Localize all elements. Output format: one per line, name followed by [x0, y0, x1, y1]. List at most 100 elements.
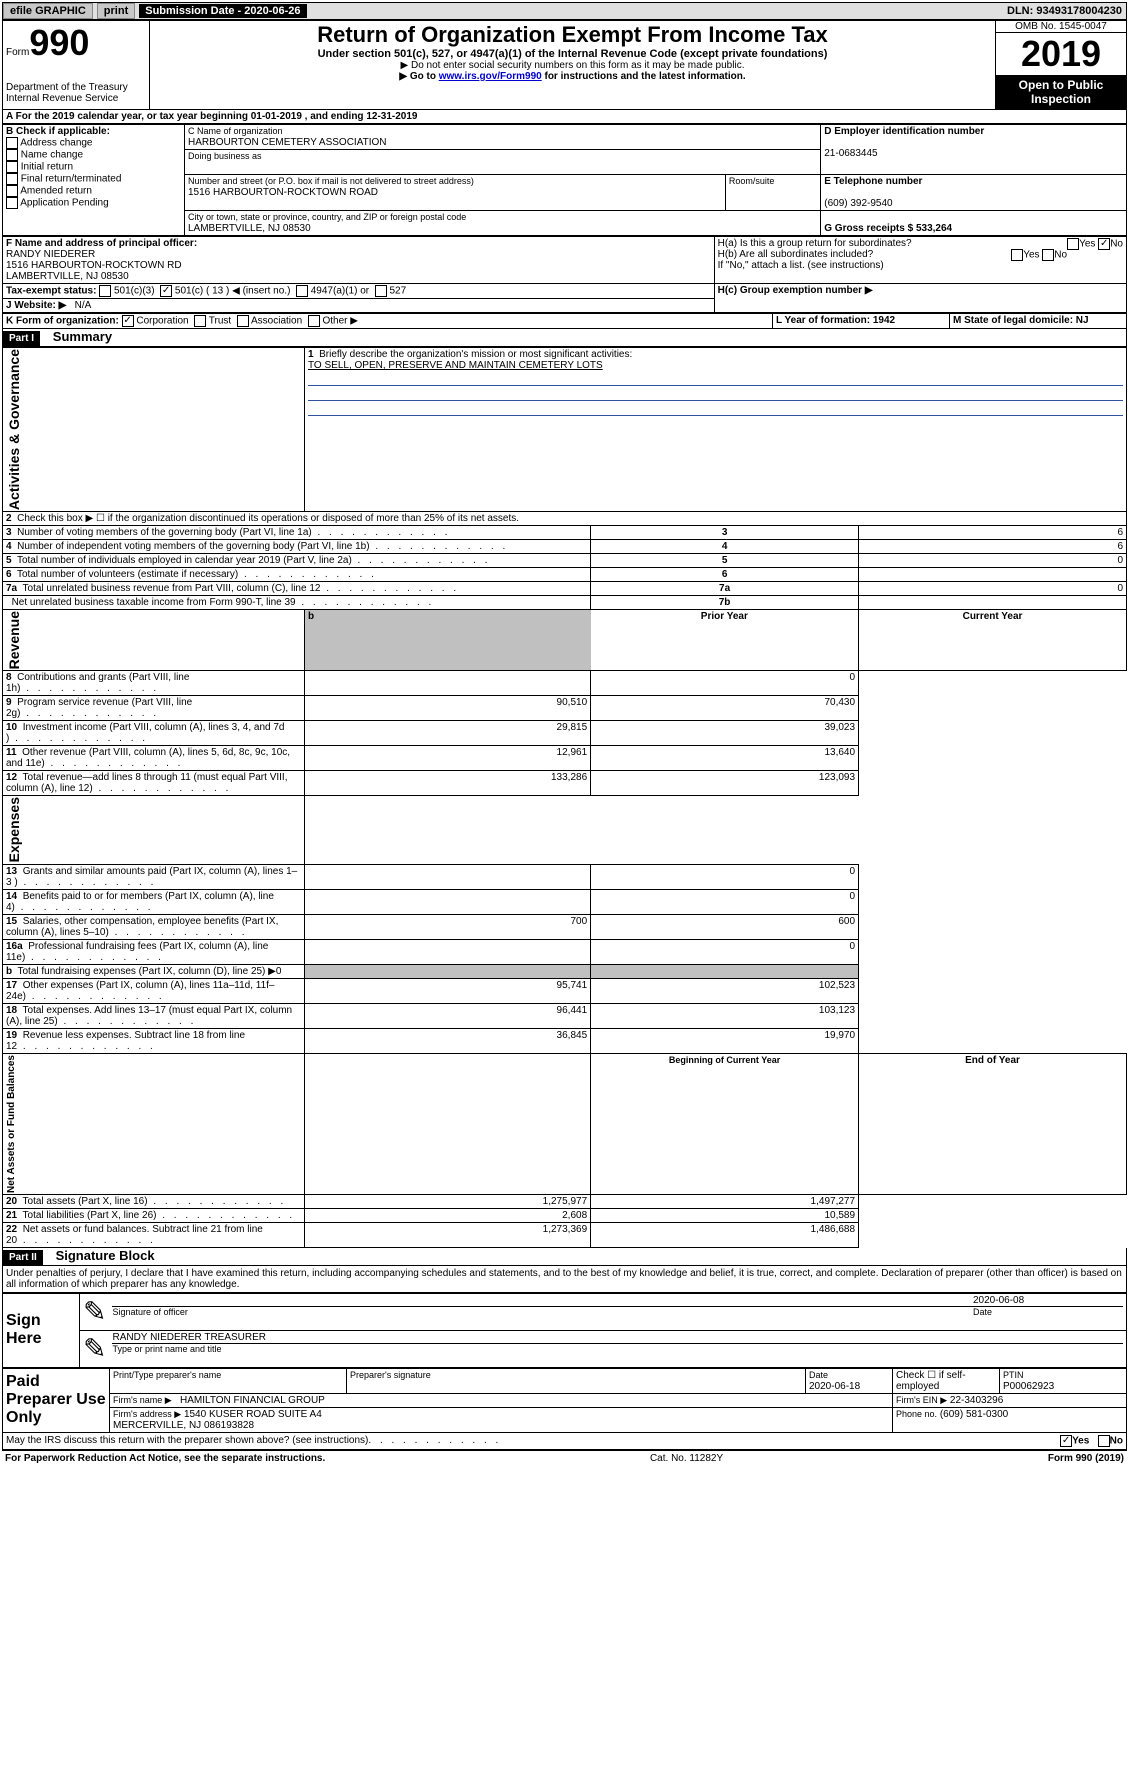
i-501c-check[interactable]: ✓ [160, 285, 172, 297]
instr-link: ▶ Go to www.irs.gov/Form990 for instruct… [153, 71, 992, 82]
data-row: 10 Investment income (Part VIII, column … [3, 721, 1127, 746]
head-end: End of Year [859, 1053, 1127, 1194]
c-label: C Name of organization [188, 126, 283, 136]
data-row: 8 Contributions and grants (Part VIII, l… [3, 671, 1127, 696]
gov-row: 6 Total number of volunteers (estimate i… [3, 568, 1127, 582]
data-row: 21 Total liabilities (Part X, line 26)2,… [3, 1208, 1127, 1222]
k-corp-check[interactable]: ✓ [122, 315, 134, 327]
i-4947-check[interactable] [296, 285, 308, 297]
irs-link[interactable]: www.irs.gov/Form990 [439, 71, 542, 82]
data-row: 17 Other expenses (Part IX, column (A), … [3, 978, 1127, 1003]
tax-year: 2019 [996, 33, 1126, 75]
k-assoc-check[interactable] [237, 315, 249, 327]
data-row: 16a Professional fundraising fees (Part … [3, 939, 1127, 964]
k-other-check[interactable] [308, 315, 320, 327]
b-opt-check[interactable] [6, 173, 18, 185]
k-l-m: K Form of organization: ✓ Corporation Tr… [2, 313, 1127, 329]
footer: For Paperwork Reduction Act Notice, see … [2, 1450, 1127, 1466]
perjury: Under penalties of perjury, I declare th… [2, 1266, 1127, 1293]
b-opt-check[interactable] [6, 137, 18, 149]
b-opt: Address change [6, 137, 181, 149]
b-opt-check[interactable] [6, 197, 18, 209]
pra: For Paperwork Reduction Act Notice, see … [5, 1453, 325, 1464]
b-opt-check[interactable] [6, 161, 18, 173]
k-label: K Form of organization: [6, 316, 119, 327]
p-name-label: Print/Type preparer's name [113, 1370, 221, 1380]
firm-ein: 22-3403296 [950, 1395, 1003, 1406]
c-name: HARBOURTON CEMETERY ASSOCIATION [188, 137, 387, 148]
b-opt: Initial return [6, 161, 181, 173]
identity-block: B Check if applicable: Address change Na… [2, 124, 1127, 236]
i-501c3-check[interactable] [99, 285, 111, 297]
m-state: M State of legal domicile: NJ [950, 314, 1127, 329]
sidebar-expenses: Expenses [6, 797, 22, 862]
q1-val: TO SELL, OPEN, PRESERVE AND MAINTAIN CEM… [308, 360, 603, 371]
form-subtitle: Under section 501(c), 527, or 4947(a)(1)… [153, 48, 992, 60]
form-word: Form [6, 47, 29, 58]
gov-row: 5 Total number of individuals employed i… [3, 554, 1127, 568]
l-year: L Year of formation: 1942 [773, 314, 950, 329]
data-row: 20 Total assets (Part X, line 16)1,275,9… [3, 1194, 1127, 1208]
k-trust-check[interactable] [194, 315, 206, 327]
ha-label: H(a) Is this a group return for subordin… [718, 238, 912, 249]
gov-row: 3 Number of voting members of the govern… [3, 526, 1127, 540]
sign-here: Sign Here [3, 1293, 80, 1367]
b-opt: Final return/terminated [6, 173, 181, 185]
p-ptin: P00062923 [1003, 1381, 1054, 1392]
sig-date-label: Date [973, 1307, 1123, 1317]
hb-no-check[interactable] [1042, 249, 1054, 261]
print-button[interactable]: print [97, 3, 135, 19]
ha-no-check[interactable]: ✓ [1098, 238, 1110, 250]
efile-button[interactable]: efile GRAPHIC [3, 3, 93, 19]
part1-header: Part I Summary [2, 329, 1127, 347]
b-opt: Name change [6, 149, 181, 161]
gov-row: 7a Total unrelated business revenue from… [3, 582, 1127, 596]
cat-no: Cat. No. 11282Y [325, 1453, 1048, 1464]
sig-date: 2020-06-08 [973, 1295, 1123, 1306]
ha-yes-check[interactable] [1067, 238, 1079, 250]
firm-addr-label: Firm's address ▶ [113, 1409, 181, 1419]
hb-note: If "No," attach a list. (see instruction… [718, 260, 884, 271]
data-row: 11 Other revenue (Part VIII, column (A),… [3, 746, 1127, 771]
f-h-block: F Name and address of principal officer:… [2, 236, 1127, 313]
sidebar-revenue: Revenue [6, 611, 22, 669]
omb: OMB No. 1545-0047 [996, 21, 1126, 33]
sign-block: Sign Here ✎ 2020-06-08 Signature of offi… [2, 1293, 1127, 1368]
addr-label: Number and street (or P.O. box if mail i… [188, 176, 474, 186]
paid-preparer: Paid Preparer Use Only [3, 1368, 110, 1432]
phone-label: Phone no. [896, 1409, 937, 1419]
firm-name: HAMILTON FINANCIAL GROUP [180, 1395, 325, 1406]
p-ptin-label: PTIN [1003, 1370, 1024, 1380]
data-row: b Total fundraising expenses (Part IX, c… [3, 964, 1127, 978]
part1-title: Summary [43, 329, 112, 344]
firm-name-label: Firm's name ▶ [113, 1395, 172, 1405]
head-curr: Current Year [859, 610, 1127, 671]
i-527-check[interactable] [375, 285, 387, 297]
g-receipts: G Gross receipts $ 533,264 [824, 223, 952, 234]
city-val: LAMBERTVILLE, NJ 08530 [188, 223, 311, 234]
b-opt-check[interactable] [6, 185, 18, 197]
p-date: 2020-06-18 [809, 1381, 860, 1392]
discuss-yes-check[interactable]: ✓ [1060, 1435, 1072, 1447]
part2-title: Signature Block [46, 1248, 155, 1263]
b-opt-check[interactable] [6, 149, 18, 161]
discuss-no-check[interactable] [1098, 1435, 1110, 1447]
form-no: Form 990 (2019) [1048, 1453, 1124, 1464]
gov-row: 2 Check this box ▶ ☐ if the organization… [3, 512, 1127, 526]
instr-ssn: ▶ Do not enter social security numbers o… [153, 60, 992, 71]
sig-name: RANDY NIEDERER TREASURER [112, 1332, 1123, 1343]
gov-row: Net unrelated business taxable income fr… [3, 596, 1127, 610]
sig-name-label: Type or print name and title [112, 1343, 1123, 1354]
e-label: E Telephone number [824, 176, 922, 187]
dba-label: Doing business as [188, 151, 262, 161]
data-row: 14 Benefits paid to or for members (Part… [3, 889, 1127, 914]
b-opt: Amended return [6, 185, 181, 197]
hb-yes-check[interactable] [1011, 249, 1023, 261]
sig-officer-label: Signature of officer [112, 1307, 973, 1317]
hc-label: H(c) Group exemption number ▶ [718, 285, 873, 296]
data-row: 18 Total expenses. Add lines 13–17 (must… [3, 1003, 1127, 1028]
f-addr: 1516 HARBOURTON-ROCKTOWN RD LAMBERTVILLE… [6, 260, 182, 282]
form-header: Form990 Department of the Treasury Inter… [2, 20, 1127, 110]
f-name: RANDY NIEDERER [6, 249, 95, 260]
data-row: 12 Total revenue—add lines 8 through 11 … [3, 771, 1127, 796]
